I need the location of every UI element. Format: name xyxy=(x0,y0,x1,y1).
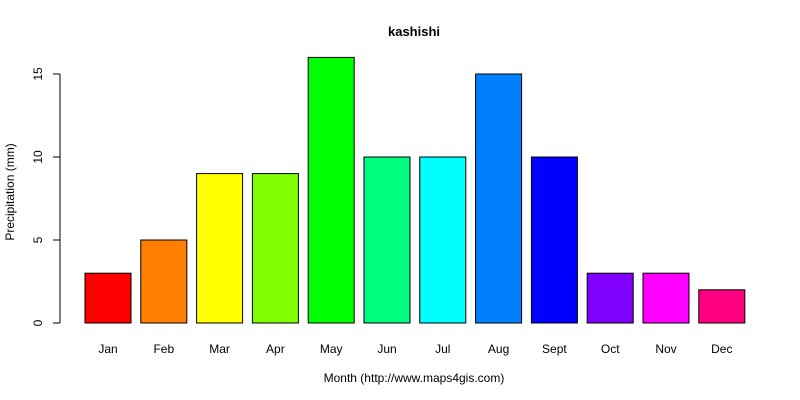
bar-jun xyxy=(363,156,411,324)
y-axis-label: Precipitation (mm) xyxy=(3,143,17,240)
x-tick-label-oct: Oct xyxy=(601,342,620,356)
y-tick-label-10: 10 xyxy=(31,150,45,164)
y-tick-label-5: 5 xyxy=(31,236,45,243)
x-tick-label-jul: Jul xyxy=(435,342,450,356)
x-tick-label-feb: Feb xyxy=(153,342,174,356)
y-tick-label-15: 15 xyxy=(31,67,45,81)
bar-may xyxy=(307,56,355,324)
x-tick-label-mar: Mar xyxy=(209,342,230,356)
x-tick-label-aug: Aug xyxy=(488,342,509,356)
bar-jan xyxy=(84,272,132,324)
bar-jul xyxy=(419,156,467,324)
x-tick-label-sept: Sept xyxy=(542,342,567,356)
bars-group xyxy=(84,56,746,324)
y-axis: 0 5 10 15 xyxy=(31,67,61,326)
x-tick-label-apr: Apr xyxy=(266,342,285,356)
x-tick-label-jan: Jan xyxy=(98,342,117,356)
bar-nov xyxy=(642,272,690,324)
chart-title: kashishi xyxy=(388,24,440,39)
x-tick-labels: Jan Feb Mar Apr May Jun Jul Aug Sept Oct Nov Dec xyxy=(98,342,732,356)
bar-aug xyxy=(475,73,523,324)
x-tick-label-nov: Nov xyxy=(655,342,676,356)
x-tick-label-may: May xyxy=(320,342,343,356)
bar-dec xyxy=(698,289,746,324)
y-tick-label-0: 0 xyxy=(31,319,45,326)
x-tick-label-jun: Jun xyxy=(377,342,396,356)
x-axis-label: Month (http://www.maps4gis.com) xyxy=(324,371,505,385)
bar-oct xyxy=(586,272,634,324)
bar-feb xyxy=(140,239,188,324)
x-tick-label-dec: Dec xyxy=(711,342,732,356)
bar-sept xyxy=(530,156,578,324)
bar-apr xyxy=(251,173,299,324)
bar-mar xyxy=(196,173,244,324)
